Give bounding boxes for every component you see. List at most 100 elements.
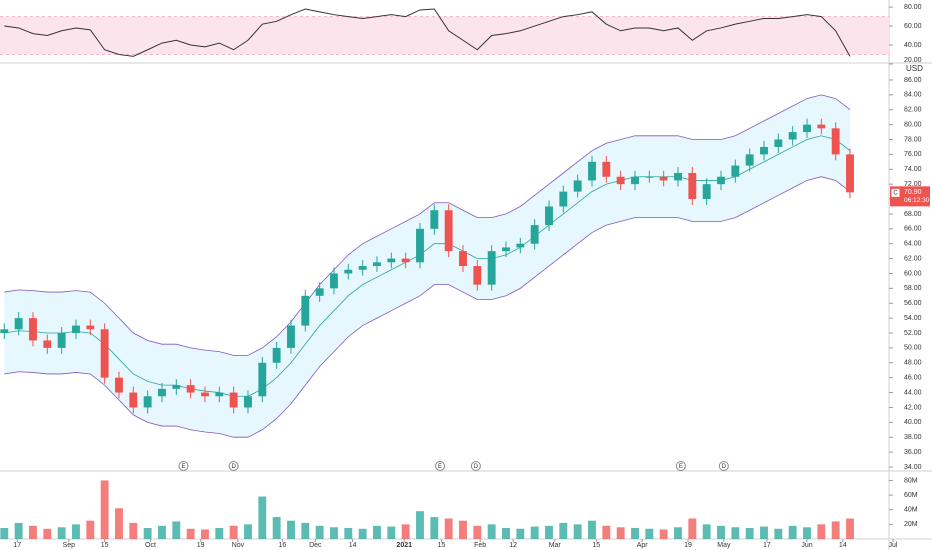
price-tick-label: 52.00 <box>904 330 922 337</box>
candle-body <box>745 154 754 166</box>
volume-bar <box>143 528 152 539</box>
volume-bar <box>645 528 654 539</box>
price-tick-label: 46.00 <box>904 375 922 382</box>
candle-body <box>158 388 166 397</box>
candle-body <box>817 124 826 129</box>
time-tick-label: 15 <box>438 542 446 549</box>
volume-bar <box>631 528 639 539</box>
candle-body <box>702 184 711 200</box>
candle-body <box>229 392 238 408</box>
candle-body <box>315 288 324 296</box>
volume-bar <box>702 524 711 539</box>
volume-bar <box>559 522 568 539</box>
volume-bar <box>502 528 510 539</box>
event-marker <box>718 461 729 471</box>
volume-bar <box>201 529 209 539</box>
volume-bar <box>57 527 66 539</box>
candle-body <box>172 385 181 389</box>
candle-body <box>43 340 52 348</box>
price-tick-label: 64.00 <box>904 241 922 248</box>
candle-body <box>588 161 596 181</box>
volume-bar <box>659 529 668 539</box>
candle-body <box>14 318 23 330</box>
price-tick-label: 50.00 <box>904 345 922 352</box>
time-tick-label: 12 <box>509 542 517 549</box>
rsi-tick-label: 80.00 <box>904 4 922 11</box>
time-tick-label: 19 <box>197 542 205 549</box>
time-tick-label: 14 <box>349 542 357 549</box>
time-tick-label: Jun <box>801 542 812 549</box>
rsi-tick-label: 20.00 <box>904 57 922 64</box>
price-tick-label: 48.00 <box>904 360 922 367</box>
candle-body <box>0 329 9 334</box>
candle-body <box>473 266 482 285</box>
volume-bar <box>315 525 324 539</box>
event-label: D <box>231 464 236 470</box>
candle-body <box>186 385 195 393</box>
volume-bar <box>158 525 166 539</box>
candle-body <box>831 128 840 155</box>
time-tick-label: Jul <box>889 542 898 549</box>
event-marker <box>675 461 686 471</box>
band-lower <box>4 176 851 438</box>
candle-body <box>760 146 768 155</box>
price-tick-label: 72.00 <box>904 181 922 188</box>
candle-body <box>731 165 740 177</box>
volume-bar <box>258 496 267 539</box>
candle-body <box>57 333 66 348</box>
candle-body <box>373 262 381 267</box>
event-label: D <box>722 464 727 470</box>
candle-body <box>602 161 611 177</box>
time-tick-label: 14 <box>839 542 847 549</box>
volume-bar <box>674 527 682 539</box>
time-tick-label: 17 <box>13 542 21 549</box>
time-tick-label: May <box>717 542 731 549</box>
volume-bar <box>172 521 181 539</box>
volume-bar <box>86 520 95 539</box>
event-label: D <box>474 464 479 470</box>
candle-body <box>272 347 281 363</box>
rsi-tick-label: 40.00 <box>904 42 922 49</box>
candle-body <box>674 173 682 181</box>
candle-body <box>129 392 138 408</box>
event-marker <box>470 461 481 471</box>
time-tick-label: 2021 <box>396 542 412 549</box>
volume-bar <box>803 527 811 539</box>
volume-bar <box>244 524 252 539</box>
volume-bar <box>43 528 52 539</box>
candle-body <box>358 266 367 270</box>
candle-body <box>631 176 639 185</box>
time-tick-label: Sep <box>63 542 76 549</box>
candle-body <box>301 295 310 326</box>
price-tick-label: 34.00 <box>904 464 922 471</box>
volume-bar <box>473 525 482 539</box>
marker-label: C <box>893 190 898 196</box>
volume-tick-label: 40M <box>904 507 918 514</box>
candle-body <box>244 396 252 408</box>
event-marker <box>435 461 446 471</box>
candle-body <box>459 251 467 267</box>
candle-body <box>530 225 539 244</box>
volume-bar <box>588 520 596 539</box>
candle-body <box>444 210 453 252</box>
candle-body <box>545 206 553 226</box>
candle-body <box>215 392 224 397</box>
price-tick-label: 42.00 <box>904 404 922 411</box>
volume-bar <box>272 517 281 539</box>
price-tick-label: 74.00 <box>904 166 922 173</box>
candle-body <box>774 139 783 147</box>
volume-bar <box>229 525 238 539</box>
volume-bar <box>14 522 23 539</box>
volume-bar <box>717 525 725 539</box>
time-tick-label: 16 <box>278 542 286 549</box>
candle-body <box>401 258 410 263</box>
volume-bar <box>344 528 353 539</box>
price-tick-label: 68.00 <box>904 211 922 218</box>
volume-bar <box>0 528 9 539</box>
time-tick-label: 15 <box>592 542 600 549</box>
volume-bar <box>186 528 195 539</box>
candle-body <box>788 132 797 140</box>
candle-body <box>803 124 811 133</box>
volume-bar <box>129 522 138 539</box>
